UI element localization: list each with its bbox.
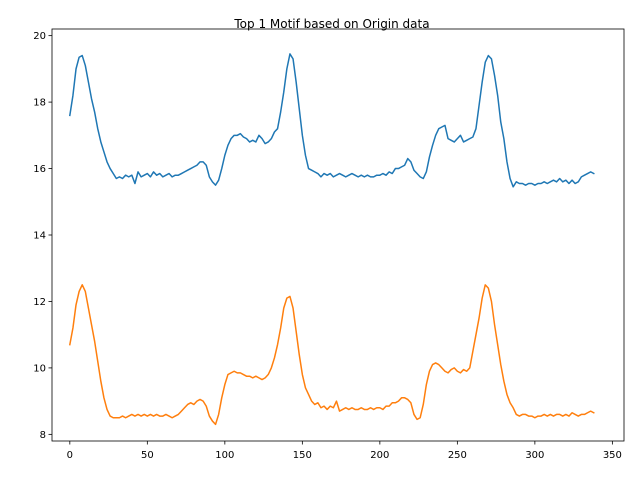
series-line-2	[68, 284, 595, 426]
y-tick-label: 18	[33, 98, 46, 109]
x-tick-label: 150	[293, 450, 312, 461]
x-tick-label: 250	[448, 450, 467, 461]
chart-title: Top 1 Motif based on Origin data	[233, 17, 429, 31]
x-tick-label: 350	[603, 450, 622, 461]
y-tick-label: 8	[40, 430, 46, 441]
y-tick-label: 10	[33, 363, 46, 374]
x-axis: 0 50 100 150 200 250 300 350	[67, 441, 622, 461]
x-tick-label: 0	[67, 450, 73, 461]
y-tick-label: 20	[33, 31, 46, 42]
x-tick-label: 50	[141, 450, 154, 461]
x-tick-label: 200	[370, 450, 389, 461]
x-tick-label: 300	[525, 450, 544, 461]
y-tick-label: 14	[33, 231, 46, 242]
series-line-1	[68, 53, 595, 188]
y-tick-label: 12	[33, 297, 46, 308]
x-tick-label: 100	[215, 450, 234, 461]
y-tick-label: 16	[33, 164, 46, 175]
y-axis: 8 10 12 14 16 18 20	[33, 31, 52, 441]
series-layer	[68, 53, 595, 426]
